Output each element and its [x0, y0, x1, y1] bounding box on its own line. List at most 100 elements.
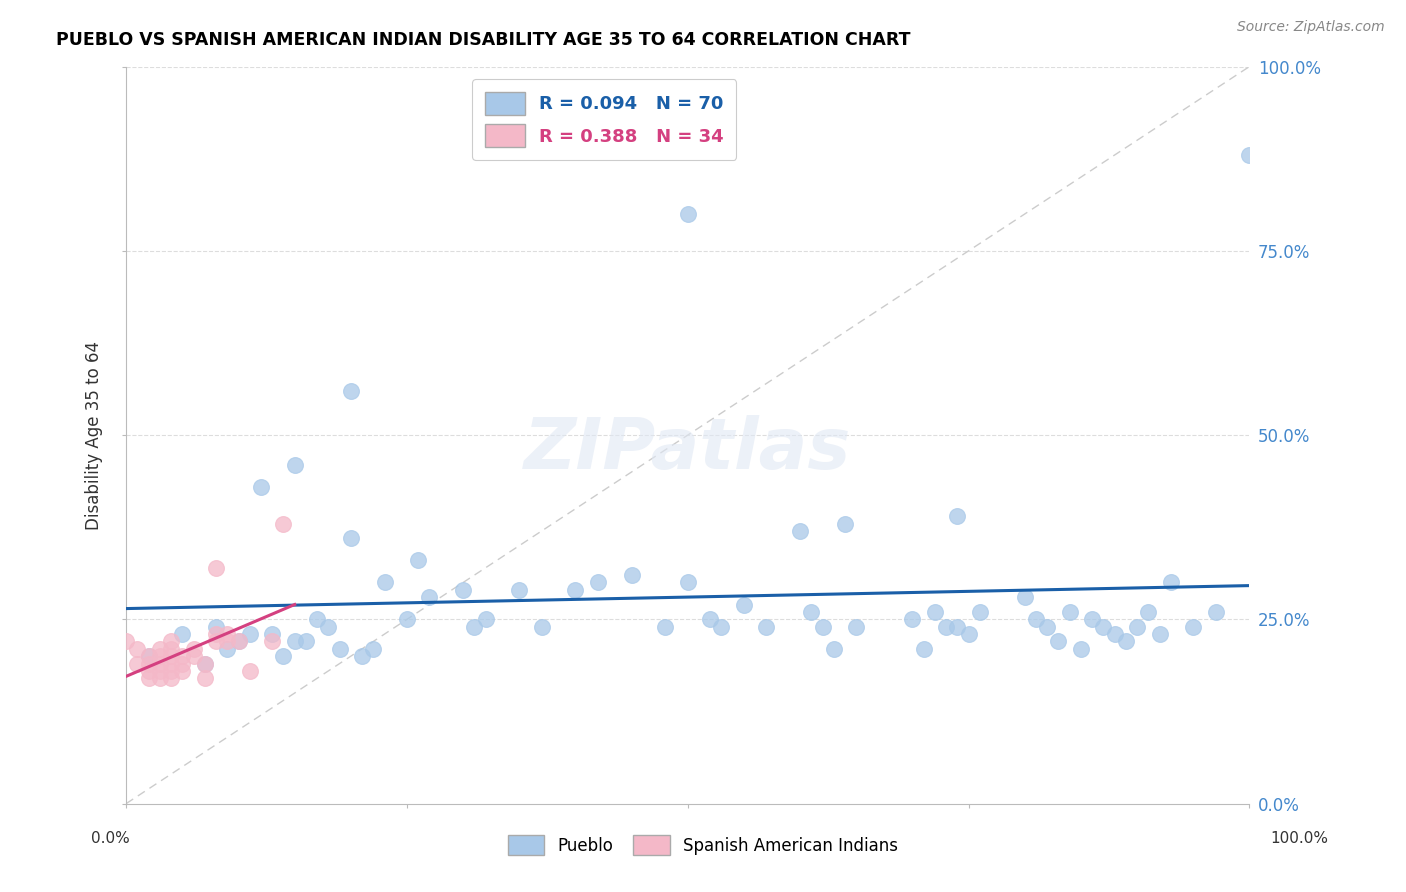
Point — [620, 568, 643, 582]
Legend: R = 0.094   N = 70, R = 0.388   N = 34: R = 0.094 N = 70, R = 0.388 N = 34 — [472, 79, 737, 160]
Point — [340, 531, 363, 545]
Point — [1126, 620, 1149, 634]
Point — [811, 620, 834, 634]
Point — [1205, 605, 1227, 619]
Point — [789, 524, 811, 538]
Point — [228, 634, 250, 648]
Point — [676, 575, 699, 590]
Point — [924, 605, 946, 619]
Point — [239, 627, 262, 641]
Point — [262, 634, 284, 648]
Point — [406, 553, 429, 567]
Point — [710, 620, 733, 634]
Point — [228, 634, 250, 648]
Point — [676, 207, 699, 221]
Point — [262, 627, 284, 641]
Point — [374, 575, 396, 590]
Point — [127, 641, 149, 656]
Point — [160, 657, 183, 671]
Point — [733, 598, 755, 612]
Point — [395, 612, 418, 626]
Text: Source: ZipAtlas.com: Source: ZipAtlas.com — [1237, 20, 1385, 34]
Point — [586, 575, 609, 590]
Point — [172, 649, 194, 664]
Point — [1047, 634, 1070, 648]
Y-axis label: Disability Age 35 to 64: Disability Age 35 to 64 — [86, 341, 103, 530]
Point — [329, 641, 352, 656]
Point — [284, 458, 307, 472]
Point — [284, 634, 307, 648]
Point — [318, 620, 340, 634]
Point — [463, 620, 485, 634]
Point — [138, 657, 160, 671]
Point — [1059, 605, 1081, 619]
Point — [172, 627, 194, 641]
Point — [217, 627, 239, 641]
Point — [901, 612, 924, 626]
Point — [295, 634, 318, 648]
Point — [1149, 627, 1171, 641]
Point — [474, 612, 496, 626]
Point — [451, 582, 474, 597]
Point — [217, 641, 239, 656]
Point — [250, 480, 273, 494]
Point — [273, 516, 295, 531]
Text: PUEBLO VS SPANISH AMERICAN INDIAN DISABILITY AGE 35 TO 64 CORRELATION CHART: PUEBLO VS SPANISH AMERICAN INDIAN DISABI… — [56, 31, 911, 49]
Point — [1160, 575, 1182, 590]
Legend: Pueblo, Spanish American Indians: Pueblo, Spanish American Indians — [501, 829, 905, 862]
Point — [138, 664, 160, 678]
Point — [205, 627, 228, 641]
Point — [205, 620, 228, 634]
Point — [363, 641, 385, 656]
Point — [160, 671, 183, 685]
Point — [845, 620, 868, 634]
Point — [912, 641, 935, 656]
Point — [138, 671, 160, 685]
Point — [172, 664, 194, 678]
Point — [183, 641, 205, 656]
Point — [800, 605, 823, 619]
Point — [834, 516, 856, 531]
Point — [1092, 620, 1115, 634]
Point — [149, 649, 172, 664]
Point — [1081, 612, 1104, 626]
Point — [160, 634, 183, 648]
Point — [755, 620, 778, 634]
Point — [138, 649, 160, 664]
Point — [564, 582, 586, 597]
Point — [935, 620, 957, 634]
Point — [699, 612, 721, 626]
Point — [205, 634, 228, 648]
Point — [1014, 591, 1036, 605]
Point — [1137, 605, 1160, 619]
Point — [957, 627, 980, 641]
Point — [1070, 641, 1092, 656]
Point — [1239, 148, 1261, 162]
Point — [149, 641, 172, 656]
Point — [194, 671, 217, 685]
Point — [946, 620, 969, 634]
Point — [183, 649, 205, 664]
Point — [160, 649, 183, 664]
Point — [205, 560, 228, 574]
Point — [138, 649, 160, 664]
Point — [194, 657, 217, 671]
Point — [307, 612, 329, 626]
Point — [1182, 620, 1205, 634]
Point — [149, 664, 172, 678]
Point — [508, 582, 530, 597]
Point — [160, 664, 183, 678]
Point — [115, 634, 138, 648]
Point — [969, 605, 991, 619]
Point — [160, 641, 183, 656]
Point — [823, 641, 845, 656]
Point — [418, 591, 440, 605]
Point — [273, 649, 295, 664]
Point — [239, 664, 262, 678]
Point — [194, 657, 217, 671]
Point — [946, 509, 969, 524]
Point — [127, 657, 149, 671]
Point — [1115, 634, 1137, 648]
Point — [172, 657, 194, 671]
Text: 0.0%: 0.0% — [91, 831, 131, 846]
